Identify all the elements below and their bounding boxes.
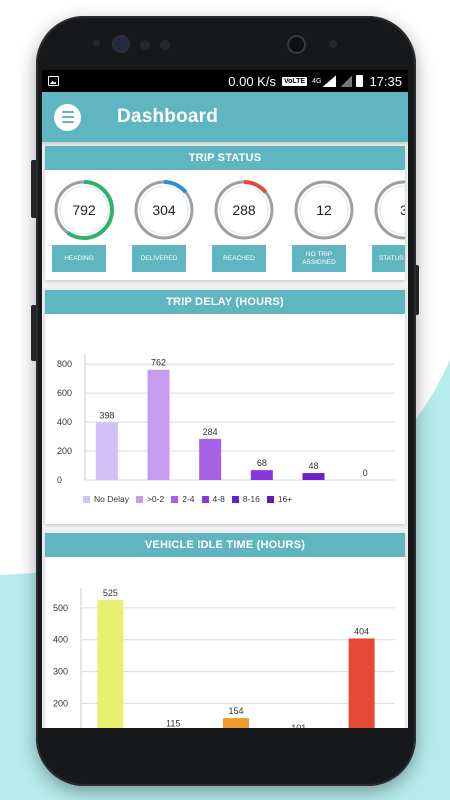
bar-value-label: 68 bbox=[257, 458, 267, 468]
y-tick-label: 0 bbox=[57, 475, 62, 485]
legend-label: 16+ bbox=[277, 494, 293, 504]
status-ring: 3 bbox=[372, 178, 405, 242]
status-label: NO TRIP ASSIGNED bbox=[292, 245, 346, 272]
trip-status-header: TRIP STATUS bbox=[45, 146, 405, 170]
legend-item: 8-16 bbox=[231, 494, 260, 504]
bar-value-label: 154 bbox=[228, 706, 243, 716]
bar[interactable] bbox=[302, 473, 325, 480]
signal-icon bbox=[322, 75, 337, 87]
y-tick-label: 200 bbox=[53, 698, 68, 708]
legend-swatch bbox=[266, 495, 274, 503]
bar-value-label: 404 bbox=[354, 626, 369, 636]
legend-swatch bbox=[231, 495, 239, 503]
y-tick-label: 600 bbox=[57, 388, 72, 398]
trip-delay-card: TRIP DELAY (HOURS) 0 200 400 600 800 398 762 28… bbox=[45, 290, 405, 524]
y-tick-label: 400 bbox=[53, 635, 68, 645]
legend-item: No Delay bbox=[83, 494, 129, 504]
bar-value-label: 284 bbox=[203, 427, 218, 437]
legend-label: >0-2 bbox=[146, 494, 165, 504]
trip-delay-legend: No Delay >0-2 2-4 4-8 8-16 16+ bbox=[83, 494, 292, 504]
bar[interactable] bbox=[250, 470, 273, 480]
bar-value-label: 0 bbox=[363, 468, 368, 478]
status-count: 12 bbox=[316, 202, 332, 218]
legend-swatch bbox=[171, 495, 179, 503]
status-count: 288 bbox=[232, 202, 256, 218]
app-screen: 0.00 K/s VoLTE 4G 17:35 Dashboard TRIP S… bbox=[42, 70, 408, 728]
status-ring: 304 bbox=[132, 178, 196, 242]
status-label: REACHED bbox=[212, 245, 266, 272]
y-tick-label: 400 bbox=[57, 417, 72, 427]
status-count: 3 bbox=[400, 202, 405, 218]
legend-swatch bbox=[135, 495, 143, 503]
status-ring: 792 bbox=[52, 178, 116, 242]
bar-value-label: 101 bbox=[291, 723, 306, 728]
trip-delay-chart: 0 200 400 600 800 398 762 284 68 48 0 bbox=[57, 353, 395, 485]
status-count: 304 bbox=[152, 202, 176, 218]
sensor-dot bbox=[93, 40, 100, 47]
trip-status-item-reached[interactable]: 288 REACHED bbox=[212, 178, 276, 272]
bar[interactable] bbox=[348, 638, 375, 728]
gallery-notification-icon bbox=[48, 76, 59, 86]
status-ring: 288 bbox=[212, 178, 276, 242]
volume-down-button bbox=[31, 305, 37, 361]
idle-time-chart: 100200300400500525115154101404 bbox=[53, 588, 395, 728]
legend-item: 4-8 bbox=[201, 494, 225, 504]
bar[interactable] bbox=[95, 422, 118, 480]
bar-value-label: 48 bbox=[308, 461, 318, 471]
legend-swatch bbox=[201, 495, 209, 503]
trip-status-item-heading[interactable]: 792 HEADING bbox=[52, 178, 116, 272]
bar[interactable] bbox=[147, 369, 170, 480]
volume-up-button bbox=[31, 160, 37, 218]
power-button bbox=[413, 265, 419, 315]
bar-value-label: 115 bbox=[166, 718, 180, 728]
bar-value-label: 525 bbox=[103, 588, 118, 598]
y-tick-label: 800 bbox=[57, 359, 72, 369]
bar-value-label: 762 bbox=[151, 358, 166, 368]
y-tick-label: 300 bbox=[53, 667, 68, 677]
y-tick-label: 500 bbox=[53, 603, 68, 613]
trip-status-item-delivered[interactable]: 304 DELIVERED bbox=[132, 178, 196, 272]
trip-status-row: 792 HEADING 304 DELIVERED 288 REACHED 12 NO TRI… bbox=[45, 170, 405, 280]
trip-status-item-no-trip-assigned[interactable]: 12 NO TRIP ASSIGNED bbox=[292, 178, 356, 272]
sensor-dot bbox=[140, 40, 150, 50]
volte-badge: VoLTE bbox=[281, 76, 308, 86]
legend-label: No Delay bbox=[94, 494, 129, 504]
page-title: Dashboard bbox=[117, 106, 219, 127]
bar[interactable] bbox=[223, 718, 249, 728]
bar[interactable] bbox=[199, 438, 222, 480]
status-ring: 12 bbox=[292, 178, 356, 242]
no-signal-icon bbox=[340, 75, 353, 87]
idle-time-header: VEHICLE IDLE TIME (HOURS) bbox=[45, 533, 405, 557]
rear-sensor-icon bbox=[114, 37, 128, 51]
status-count: 792 bbox=[72, 202, 96, 218]
trip-status-card: TRIP STATUS 792 HEADING 304 DELIVERED 288 REA… bbox=[45, 146, 405, 280]
idle-time-card: VEHICLE IDLE TIME (HOURS) 10020030040050… bbox=[45, 533, 405, 728]
status-label: DELIVERED bbox=[132, 245, 186, 272]
hamburger-menu-icon[interactable] bbox=[54, 103, 81, 131]
network-type: 4G bbox=[312, 77, 322, 85]
legend-label: 2-4 bbox=[182, 494, 195, 504]
app-bar: Dashboard bbox=[42, 92, 408, 142]
front-camera-icon bbox=[289, 37, 304, 52]
network-speed: 0.00 K/s bbox=[228, 73, 276, 89]
clock: 17:35 bbox=[369, 73, 402, 89]
legend-swatch bbox=[83, 495, 90, 503]
legend-item: >0-2 bbox=[135, 494, 165, 504]
legend-label: 8-16 bbox=[242, 494, 260, 504]
sensor-dot bbox=[329, 40, 337, 48]
battery-icon bbox=[356, 75, 364, 87]
sensor-dot bbox=[160, 40, 170, 50]
trip-status-item-status-upd[interactable]: 3 STATUS UPD bbox=[372, 178, 405, 272]
bar-value-label: 398 bbox=[99, 410, 114, 420]
legend-item: 16+ bbox=[266, 494, 293, 504]
legend-label: 4-8 bbox=[212, 494, 225, 504]
legend-item: 2-4 bbox=[171, 494, 195, 504]
trip-delay-header: TRIP DELAY (HOURS) bbox=[45, 290, 405, 314]
y-tick-label: 200 bbox=[57, 446, 72, 456]
bar[interactable] bbox=[97, 599, 124, 728]
status-bar: 0.00 K/s VoLTE 4G 17:35 bbox=[42, 70, 408, 92]
status-label: STATUS UPD bbox=[372, 245, 405, 272]
status-label: HEADING bbox=[52, 245, 106, 272]
